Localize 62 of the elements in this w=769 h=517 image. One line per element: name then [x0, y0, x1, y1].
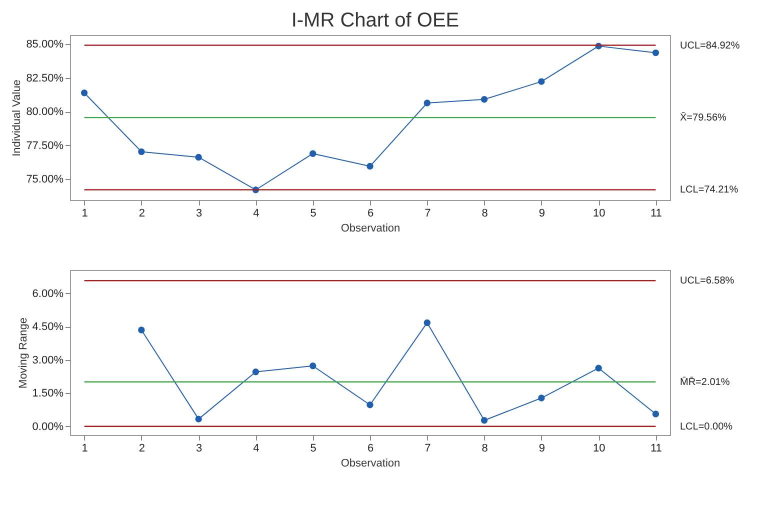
point [138, 148, 145, 156]
x-tick-label: 1 [82, 442, 88, 454]
x-tick-label: 4 [253, 208, 260, 220]
x-tick-label: 5 [310, 208, 316, 220]
ref-line-label: X̄=79.56% [680, 112, 727, 124]
x-tick-label: 8 [482, 442, 488, 454]
x-axis-title: Observation [340, 222, 400, 234]
point [424, 319, 430, 326]
x-tick-label: 6 [367, 442, 374, 454]
x-tick-label: 11 [650, 442, 662, 454]
point [538, 394, 545, 402]
ref-line-label: UCL=6.58% [680, 276, 734, 287]
point [195, 154, 202, 161]
y-tick-label: 82.50% [26, 72, 64, 84]
x-tick-label: 10 [592, 442, 606, 454]
y-axis-title: Moving Range [17, 318, 30, 388]
point [652, 410, 660, 418]
y-tick-label: 80.00% [26, 106, 64, 118]
y-tick-label: 6.00% [32, 288, 64, 300]
point [652, 49, 660, 56]
x-tick-label: 7 [424, 208, 431, 220]
y-tick-label: 3.00% [32, 354, 64, 366]
x-tick-label: 11 [650, 208, 662, 220]
point [595, 364, 602, 372]
point [366, 402, 374, 408]
point [310, 150, 316, 157]
x-tick-label: 9 [538, 442, 545, 454]
point [480, 417, 488, 424]
ref-line-label: UCL=84.92% [680, 40, 740, 52]
x-tick-label: 9 [538, 208, 545, 220]
x-tick-label: 1 [82, 208, 88, 220]
point [424, 100, 430, 106]
point [80, 90, 88, 96]
point [366, 162, 374, 170]
point [252, 368, 260, 376]
x-tick-label: 4 [253, 442, 260, 454]
point [538, 78, 545, 85]
x-tick-label: 8 [482, 208, 488, 220]
x-tick-label: 6 [367, 208, 374, 220]
x-tick-label: 10 [592, 208, 606, 220]
x-axis-title: Observation [340, 458, 400, 470]
x-tick-label: 5 [310, 442, 316, 454]
x-tick-label: 3 [196, 442, 202, 454]
point [480, 96, 488, 103]
ref-line-label: LCL=74.21% [680, 184, 738, 196]
y-tick-label: 85.00% [26, 38, 64, 51]
y-tick-label: 75.00% [26, 174, 64, 186]
x-tick-label: 3 [196, 208, 202, 220]
y-tick-label: 77.50% [26, 140, 64, 152]
x-tick-label: 2 [138, 442, 145, 454]
chart-title: I-MR Chart of OEE [291, 10, 460, 32]
y-axis-title: Individual Value [11, 80, 24, 156]
ref-line-label: LCL=0.00% [680, 421, 733, 432]
point [138, 326, 145, 334]
x-tick-label: 7 [424, 442, 431, 454]
x-tick-label: 2 [138, 208, 145, 220]
y-tick-label: 1.50% [32, 388, 64, 400]
point [195, 416, 202, 422]
y-tick-label: 4.50% [32, 321, 64, 334]
ref-line-label: M̄R̄=2.01% [680, 376, 730, 388]
y-tick-label: 0.00% [32, 420, 64, 433]
point [310, 362, 316, 370]
